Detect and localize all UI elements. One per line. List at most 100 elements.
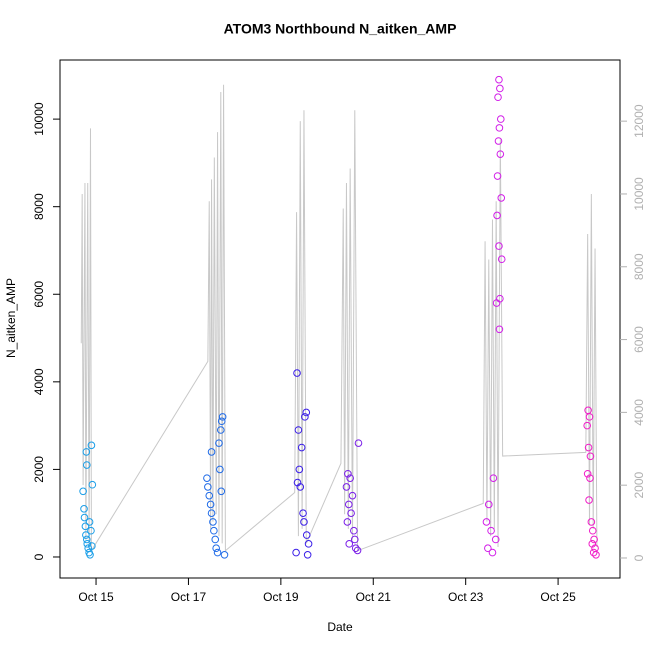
point [350, 535, 359, 544]
point [487, 526, 495, 535]
point [82, 535, 91, 544]
point [80, 505, 88, 513]
point [344, 500, 353, 509]
point [88, 542, 96, 550]
point [348, 491, 357, 500]
point [88, 480, 97, 489]
point [212, 544, 220, 553]
point [294, 426, 303, 434]
point [296, 483, 305, 491]
point [344, 469, 352, 478]
point [79, 487, 87, 496]
point [586, 474, 594, 482]
y2-tick-label: 2000 [632, 472, 646, 499]
point [206, 500, 215, 509]
point [495, 325, 504, 334]
point [216, 465, 224, 474]
point [496, 115, 505, 123]
y-tick-label: 8000 [32, 193, 46, 220]
point [82, 461, 91, 469]
point [495, 242, 503, 250]
point [353, 546, 362, 555]
point [494, 93, 502, 102]
y-tick-label: 4000 [32, 368, 46, 395]
point [303, 550, 312, 559]
point [346, 474, 354, 482]
point [210, 526, 218, 535]
x-tick-label: Oct 25 [540, 590, 576, 604]
point [482, 518, 491, 526]
point [220, 550, 229, 559]
point [207, 509, 216, 517]
point [343, 518, 352, 526]
point [493, 211, 501, 220]
point [82, 448, 91, 456]
point [497, 255, 506, 264]
point [491, 535, 500, 544]
point [586, 452, 595, 461]
point [350, 526, 358, 535]
x-tick-label: Oct 15 [78, 590, 114, 604]
y-tick-label: 6000 [32, 281, 46, 308]
point [590, 535, 598, 544]
point [588, 526, 597, 535]
point [300, 518, 308, 526]
point [213, 548, 222, 557]
point [354, 439, 363, 447]
point [205, 491, 214, 500]
point [351, 544, 360, 553]
point [495, 75, 503, 84]
y-tick-label: 10000 [32, 102, 46, 136]
point [497, 194, 506, 202]
point [85, 518, 94, 526]
point [342, 483, 351, 491]
y2-tick-label: 10000 [632, 177, 646, 211]
point [585, 496, 593, 504]
y-tick-label: 2000 [32, 456, 46, 483]
point [81, 522, 90, 531]
y2-tick-label: 8000 [632, 253, 646, 280]
point [301, 413, 309, 421]
point [86, 550, 94, 559]
point [496, 150, 505, 158]
point [217, 417, 226, 426]
y2-tick-label: 4000 [632, 399, 646, 426]
point [592, 550, 600, 559]
point [297, 443, 306, 452]
line-series [80, 84, 598, 553]
point [488, 548, 497, 557]
point [292, 548, 300, 557]
y2-tick-label: 0 [632, 554, 646, 561]
point [489, 474, 498, 482]
chart-title: ATOM3 Northbound N_aitken_AMP [224, 21, 457, 37]
point [496, 84, 504, 93]
point [494, 137, 503, 145]
point [203, 474, 211, 482]
point [345, 540, 354, 548]
x-tick-label: Oct 19 [263, 590, 299, 604]
point [87, 441, 96, 450]
y2-tick-label: 6000 [632, 326, 646, 353]
y-axis-label: N_aitken_AMP [4, 278, 18, 358]
point [87, 526, 95, 535]
x-tick-label: Oct 23 [448, 590, 484, 604]
point [302, 531, 311, 539]
point [295, 465, 304, 474]
x-axis-label: Date [327, 620, 353, 634]
point [589, 548, 598, 557]
point [304, 540, 313, 548]
point [585, 413, 594, 421]
point [484, 500, 493, 509]
point [492, 299, 501, 307]
point [493, 172, 502, 180]
point [584, 443, 593, 452]
point [583, 421, 591, 430]
point [211, 535, 220, 544]
point [216, 426, 225, 434]
point [204, 483, 212, 491]
point [217, 487, 226, 496]
point [587, 518, 596, 526]
point [302, 408, 311, 417]
point [293, 369, 301, 377]
